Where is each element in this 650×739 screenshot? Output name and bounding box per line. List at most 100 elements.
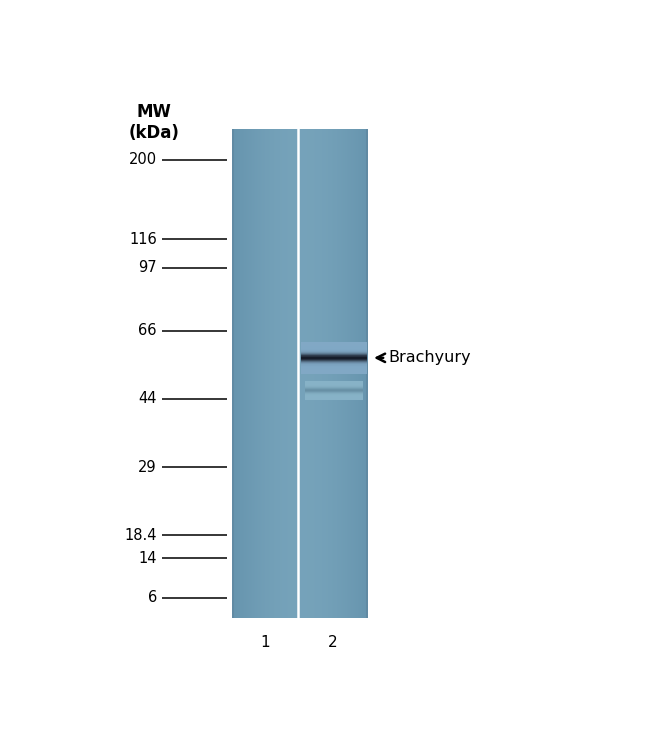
Bar bbox=[322, 129, 323, 618]
Bar bbox=[309, 129, 311, 618]
Bar bbox=[357, 129, 358, 618]
Bar bbox=[347, 129, 348, 618]
Bar bbox=[326, 129, 328, 618]
Bar bbox=[248, 129, 250, 618]
Bar bbox=[366, 129, 367, 618]
Bar bbox=[333, 129, 334, 618]
Bar bbox=[255, 129, 256, 618]
Bar bbox=[277, 129, 278, 618]
Bar bbox=[252, 129, 253, 618]
Bar bbox=[257, 129, 259, 618]
Bar bbox=[330, 129, 331, 618]
Bar bbox=[256, 129, 257, 618]
Bar bbox=[274, 129, 276, 618]
Text: 44: 44 bbox=[138, 392, 157, 406]
Bar bbox=[298, 129, 299, 618]
Bar bbox=[278, 129, 279, 618]
Text: 1: 1 bbox=[260, 635, 270, 650]
Bar bbox=[289, 129, 290, 618]
Bar bbox=[253, 129, 254, 618]
Bar bbox=[254, 129, 255, 618]
Bar bbox=[270, 129, 271, 618]
Bar bbox=[328, 129, 329, 618]
Bar bbox=[238, 129, 239, 618]
Bar bbox=[264, 129, 265, 618]
Bar bbox=[339, 129, 340, 618]
Text: 2: 2 bbox=[328, 635, 338, 650]
Bar bbox=[355, 129, 356, 618]
Bar bbox=[341, 129, 343, 618]
Bar bbox=[356, 129, 357, 618]
Bar bbox=[307, 129, 308, 618]
Bar bbox=[359, 129, 361, 618]
Bar bbox=[340, 129, 341, 618]
Bar bbox=[236, 129, 237, 618]
Bar bbox=[323, 129, 324, 618]
Bar bbox=[349, 129, 350, 618]
Bar bbox=[365, 129, 366, 618]
Bar bbox=[285, 129, 287, 618]
Bar bbox=[245, 129, 246, 618]
Bar bbox=[329, 129, 330, 618]
Bar bbox=[235, 129, 236, 618]
Bar bbox=[346, 129, 347, 618]
Bar bbox=[265, 129, 266, 618]
Text: Brachyury: Brachyury bbox=[389, 350, 471, 365]
Bar bbox=[233, 129, 235, 618]
Bar bbox=[318, 129, 320, 618]
Bar bbox=[281, 129, 282, 618]
Bar bbox=[317, 129, 318, 618]
Bar bbox=[324, 129, 325, 618]
Bar bbox=[233, 129, 235, 618]
Text: 200: 200 bbox=[129, 152, 157, 167]
Text: 66: 66 bbox=[138, 323, 157, 338]
Bar bbox=[343, 129, 344, 618]
Bar bbox=[287, 129, 288, 618]
Bar bbox=[321, 129, 322, 618]
Bar bbox=[334, 129, 335, 618]
Bar bbox=[276, 129, 277, 618]
Bar bbox=[261, 129, 262, 618]
Bar bbox=[290, 129, 291, 618]
Bar bbox=[367, 129, 369, 618]
Bar bbox=[364, 129, 365, 618]
Bar bbox=[250, 129, 252, 618]
Bar bbox=[352, 129, 354, 618]
Bar bbox=[367, 129, 369, 618]
Text: 97: 97 bbox=[138, 260, 157, 276]
Bar bbox=[303, 129, 304, 618]
Text: 29: 29 bbox=[138, 460, 157, 474]
Bar bbox=[297, 129, 298, 618]
Bar bbox=[273, 129, 274, 618]
Bar bbox=[263, 129, 264, 618]
Bar bbox=[279, 129, 280, 618]
Bar bbox=[266, 129, 268, 618]
Bar bbox=[283, 129, 285, 618]
Bar bbox=[313, 129, 314, 618]
Text: 14: 14 bbox=[138, 551, 157, 565]
Bar bbox=[311, 129, 312, 618]
Bar bbox=[350, 129, 352, 618]
Bar bbox=[320, 129, 321, 618]
Bar bbox=[240, 129, 241, 618]
Bar bbox=[325, 129, 326, 618]
Bar bbox=[247, 129, 248, 618]
Bar bbox=[363, 129, 364, 618]
Bar bbox=[239, 129, 240, 618]
Bar bbox=[292, 129, 294, 618]
Bar bbox=[237, 129, 238, 618]
Bar bbox=[271, 129, 272, 618]
Bar bbox=[337, 129, 338, 618]
Bar bbox=[332, 129, 333, 618]
Bar bbox=[296, 129, 297, 618]
Bar bbox=[348, 129, 349, 618]
Bar bbox=[304, 129, 305, 618]
Bar bbox=[262, 129, 263, 618]
Bar bbox=[314, 129, 315, 618]
Text: MW
(kDa): MW (kDa) bbox=[129, 103, 180, 142]
Bar bbox=[302, 129, 303, 618]
Bar bbox=[246, 129, 247, 618]
Bar bbox=[272, 129, 273, 618]
Bar bbox=[268, 129, 270, 618]
Text: 116: 116 bbox=[129, 232, 157, 247]
